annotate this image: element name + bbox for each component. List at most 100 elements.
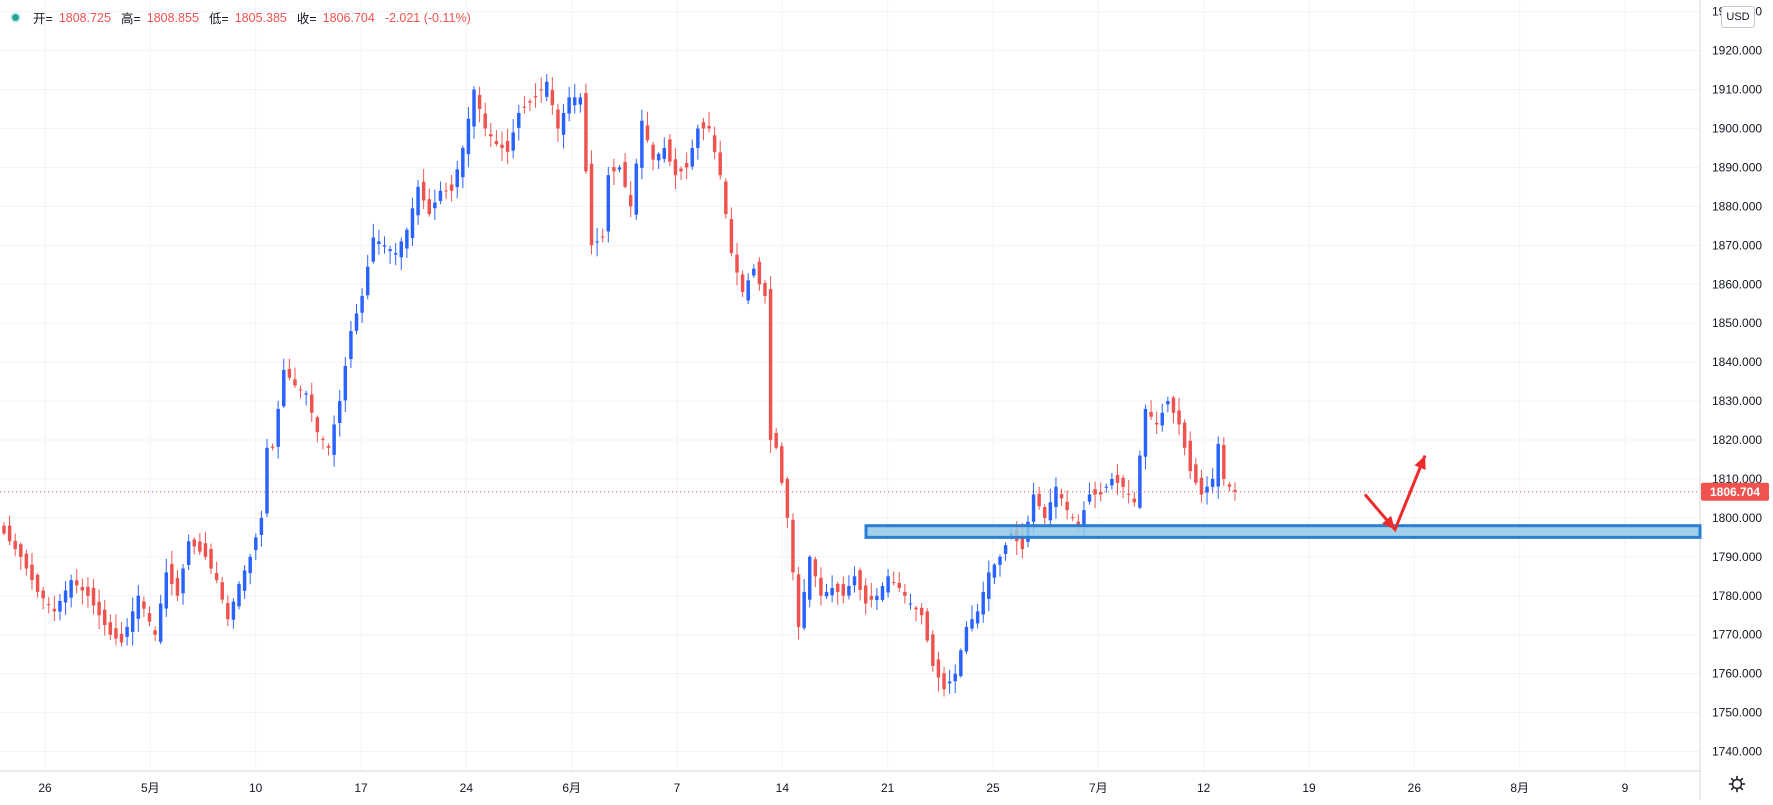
candle-up xyxy=(1087,482,1092,505)
candle-body xyxy=(293,379,297,386)
candle-body xyxy=(58,600,62,612)
candle-body xyxy=(623,161,627,187)
status-dot-icon[interactable] xyxy=(10,12,21,23)
candle-down xyxy=(701,117,706,141)
candle-down xyxy=(1043,504,1047,526)
candle-body xyxy=(914,607,918,610)
candle-body xyxy=(449,184,454,191)
candle-body xyxy=(981,591,985,615)
candle-down xyxy=(891,571,896,586)
high-label: 高= xyxy=(120,12,141,26)
candle-body xyxy=(953,673,957,682)
candle-down xyxy=(321,436,325,450)
candle-down xyxy=(679,166,683,180)
candle-body xyxy=(198,541,202,552)
currency-button[interactable]: USD xyxy=(1721,6,1755,28)
candle-down xyxy=(774,427,778,450)
candle-body xyxy=(796,574,801,627)
candle-down xyxy=(1199,469,1204,503)
candle-up xyxy=(466,107,471,168)
candle-body xyxy=(237,584,241,607)
candle-body xyxy=(998,556,1002,565)
candle-body xyxy=(561,112,566,135)
candle-down xyxy=(203,531,208,560)
candle-body xyxy=(102,609,107,625)
candle-body xyxy=(780,446,784,483)
close-label: 收= xyxy=(296,12,317,26)
candle-body xyxy=(1110,478,1114,486)
candle-body xyxy=(1043,507,1047,518)
candle-body xyxy=(1138,455,1142,508)
candle-body xyxy=(444,190,448,192)
candle-up xyxy=(382,236,387,254)
candle-body xyxy=(298,389,303,391)
candle-body xyxy=(712,135,717,152)
candle-body xyxy=(365,266,370,296)
candle-down xyxy=(91,579,96,615)
candle-body xyxy=(114,628,118,639)
candle-down xyxy=(1059,488,1064,506)
candle-up xyxy=(617,164,622,173)
candle-body xyxy=(768,289,773,441)
candle-body xyxy=(1182,422,1187,448)
candle-up xyxy=(998,554,1002,577)
candle-down xyxy=(142,596,146,617)
candle-down xyxy=(293,367,297,389)
candle-body xyxy=(1177,410,1181,425)
candle-body xyxy=(1166,401,1170,405)
candle-body xyxy=(41,590,45,599)
candle-body xyxy=(942,673,946,690)
candle-up xyxy=(58,593,62,621)
candle-body xyxy=(265,447,269,514)
candle-up xyxy=(875,588,879,611)
candle-body xyxy=(259,517,264,535)
candle-down xyxy=(52,595,57,622)
candle-down xyxy=(315,415,320,443)
candle-body xyxy=(24,553,29,569)
candle-down xyxy=(600,228,605,243)
candle-up xyxy=(130,597,135,646)
up-arrowhead xyxy=(1414,455,1426,470)
candle-down xyxy=(589,150,594,255)
candle-body xyxy=(158,603,163,642)
candle-body xyxy=(1104,486,1109,488)
candle-body xyxy=(718,152,722,176)
candle-down xyxy=(1171,395,1176,424)
candle-down xyxy=(220,577,224,604)
candle-down xyxy=(2,522,6,536)
candle-down xyxy=(198,533,202,555)
projection-path xyxy=(1363,455,1427,533)
time-tick-label: 25 xyxy=(986,781,1000,795)
candle-body xyxy=(326,445,331,448)
candle-down xyxy=(13,533,17,557)
candle-up xyxy=(880,582,885,602)
price-tick-label: 1910.000 xyxy=(1712,83,1762,97)
price-tick-label: 1840.000 xyxy=(1712,355,1762,369)
candle-up xyxy=(808,555,812,608)
candle-up xyxy=(908,593,913,610)
candle-down xyxy=(651,141,655,171)
candle-down xyxy=(449,174,454,202)
candle-down xyxy=(645,111,650,143)
price-tick-label: 1750.000 xyxy=(1712,706,1762,720)
candle-body xyxy=(1121,477,1125,487)
candle-down xyxy=(270,443,275,451)
candle-up xyxy=(1216,436,1220,499)
candle-down xyxy=(298,385,303,399)
candle-body xyxy=(405,229,409,249)
gear-icon[interactable] xyxy=(1728,775,1746,793)
time-tick-label: 26 xyxy=(1408,781,1422,795)
candle-body xyxy=(1216,443,1220,487)
candle-up xyxy=(746,273,750,305)
time-tick-label: 10 xyxy=(249,781,263,795)
candle-down xyxy=(114,614,118,646)
candle-body xyxy=(371,237,376,262)
candle-body xyxy=(992,564,997,578)
candle-up xyxy=(824,583,829,600)
candle-up xyxy=(634,158,639,221)
candle-body xyxy=(438,190,443,201)
candle-up xyxy=(354,304,359,335)
candle-body xyxy=(231,601,236,620)
